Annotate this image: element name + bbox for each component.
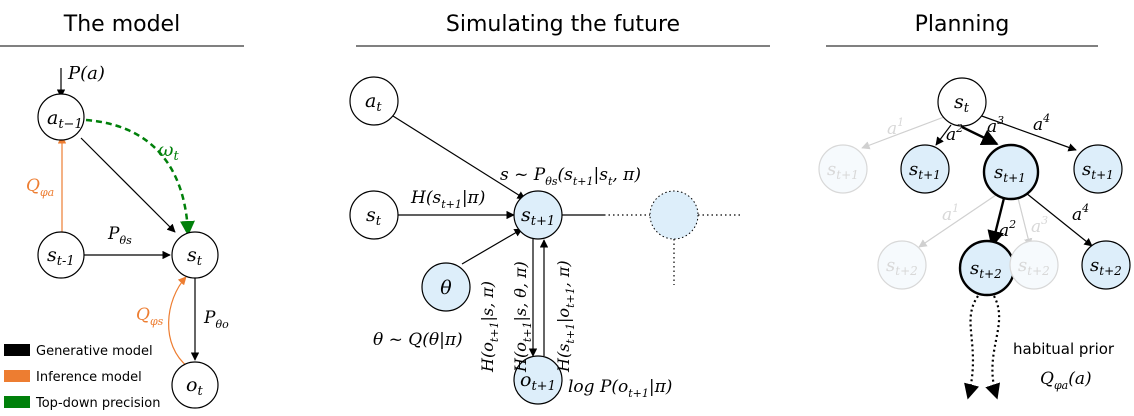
plan-node-l2-3	[1009, 240, 1059, 290]
title-simulating: Simulating the future	[446, 12, 680, 37]
node-s-t-label: st	[187, 244, 203, 269]
plan-node-l1-4	[1073, 144, 1123, 194]
planning-panel: st st+1 st+1 st+1 st+1 st+2 st+2 st+2 st…	[818, 77, 1131, 400]
title-model: The model	[63, 12, 180, 37]
log-p-label: log P(ot+1|π)	[568, 377, 672, 400]
plan-node-l2-2-label: st+2	[970, 258, 1002, 281]
edge-l1-a1	[918, 194, 997, 248]
entropy-s-label: H(st+1|π)	[410, 188, 485, 211]
node-a-t-label: at	[365, 90, 382, 115]
plan-node-l2-1-label: st+2	[886, 255, 918, 278]
edge-infer-s	[168, 276, 189, 368]
edge-l1-a3	[1017, 197, 1033, 247]
action-label-l2-1: a1	[942, 202, 959, 225]
node-a-t	[349, 76, 399, 126]
plan-node-l2-4-label: st+2	[1090, 255, 1122, 278]
prior-label: P(a)	[67, 63, 105, 84]
habitual-q-label: Qφa(a)	[1040, 369, 1092, 392]
edge-l1-a4	[1025, 192, 1093, 247]
edge-root-a1	[861, 116, 945, 150]
node-future	[649, 190, 699, 240]
action-label-l1-1: a1	[887, 116, 904, 139]
legend-swatch-precision	[4, 396, 30, 408]
entropy-o-s-label: H(ot+1|s, π)	[478, 281, 501, 373]
action-label-l1-3: a3	[987, 114, 1004, 137]
theta-prior-label: θ ~ Q(θ|π)	[373, 330, 463, 350]
action-label-l1-2: a2	[946, 122, 963, 145]
plan-node-l1-2-label: st+1	[909, 159, 941, 182]
plan-node-root-label: st	[954, 91, 970, 116]
plan-node-l1-1-label: st+1	[827, 159, 859, 182]
node-a-prev	[37, 93, 85, 141]
p-theta-s-label: Pθs	[107, 224, 132, 247]
rollout-path-left	[964, 295, 979, 400]
edge-root-a4	[978, 114, 1077, 152]
node-s-t-sim	[349, 190, 399, 240]
node-o-next-label: ot+1	[520, 369, 556, 394]
action-label-l1-4: a4	[1033, 112, 1050, 135]
plan-node-l2-1	[877, 240, 927, 290]
node-s-t	[171, 231, 219, 279]
plan-node-l1-4-label: st+1	[1082, 159, 1114, 182]
node-s-next	[513, 190, 563, 240]
edge-at-to-snext	[392, 115, 526, 200]
node-s-next-label: st+1	[521, 204, 555, 229]
edge-theta-to-snext	[461, 228, 523, 265]
plan-node-l2-4	[1081, 240, 1131, 290]
node-s-prev	[37, 231, 85, 279]
entropy-s-o-label: H(st+1|ot+1, π)	[554, 260, 577, 373]
entropy-o-s-theta-label: H(ot+1|s, θ, π)	[511, 261, 534, 373]
plan-node-l1-2	[900, 144, 950, 194]
node-a-prev-label: at−1	[47, 107, 83, 132]
node-theta-label: θ	[440, 277, 452, 299]
legend-label-precision: Top-down precision	[35, 396, 160, 411]
legend: Generative model Inference model Top-dow…	[4, 344, 160, 411]
model-panel: P(a) at−1 st-1 st ot ωt Pθs Pθo Qφa Qφs	[26, 63, 229, 409]
edge-a-to-s	[80, 137, 176, 233]
node-o-next	[513, 355, 563, 405]
edge-root-a2	[935, 124, 952, 146]
q-phi-a-label: Qφa	[26, 176, 54, 199]
edge-l1-a2	[987, 197, 1006, 248]
action-label-l2-2: a2	[999, 218, 1016, 241]
p-theta-o-label: Pθo	[203, 308, 229, 331]
transition-label: s ~ Pθs(st+1|st, π)	[500, 165, 641, 188]
node-theta	[421, 262, 471, 312]
edge-precision	[85, 118, 195, 236]
plan-node-l1-1	[818, 144, 868, 194]
omega-label: ωt	[158, 139, 180, 164]
plan-node-l2-3-label: st+2	[1018, 255, 1050, 278]
legend-label-generative: Generative model	[36, 344, 153, 359]
plan-node-l1-3-label: st+1	[994, 162, 1026, 185]
simulating-panel: at st θ st+1 ot+1 s ~ Pθs(st+1|st, π) H(…	[349, 76, 742, 405]
rollout-path-right	[985, 295, 1001, 400]
node-o-t	[171, 361, 219, 409]
edge-root-a3	[961, 125, 999, 146]
action-label-l2-4: a4	[1072, 202, 1089, 225]
plan-node-l1-3	[982, 143, 1040, 201]
node-s-t-sim-label: st	[366, 204, 382, 229]
node-o-t-label: ot	[186, 374, 203, 399]
node-s-prev-label: st-1	[47, 244, 75, 269]
title-planning: Planning	[915, 12, 1010, 37]
action-label-l2-3: a3	[1031, 214, 1048, 237]
legend-label-inference: Inference model	[36, 370, 142, 385]
legend-swatch-inference	[4, 370, 30, 382]
habitual-prior-label: habitual prior	[1013, 340, 1115, 358]
legend-swatch-generative	[4, 344, 30, 356]
plan-node-root	[937, 77, 987, 127]
q-phi-s-label: Qφs	[136, 305, 164, 328]
